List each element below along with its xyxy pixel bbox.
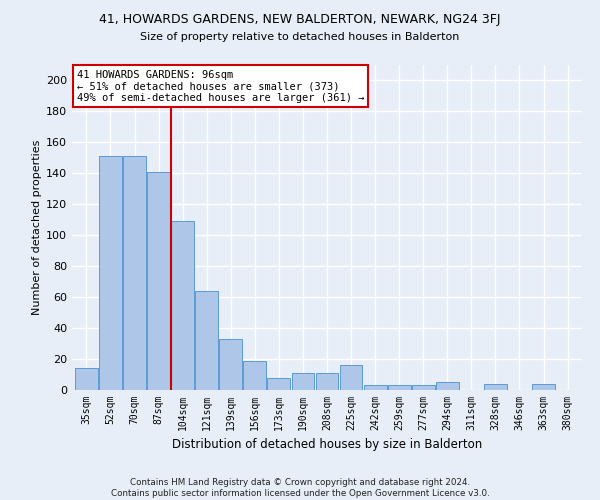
Bar	[147, 172, 170, 390]
Bar	[75, 368, 98, 390]
Bar	[292, 373, 314, 390]
Bar	[220, 339, 242, 390]
Bar	[195, 291, 218, 390]
Bar	[484, 384, 507, 390]
Text: Size of property relative to detached houses in Balderton: Size of property relative to detached ho…	[140, 32, 460, 42]
Text: 41 HOWARDS GARDENS: 96sqm
← 51% of detached houses are smaller (373)
49% of semi: 41 HOWARDS GARDENS: 96sqm ← 51% of detac…	[77, 70, 364, 103]
Text: 41, HOWARDS GARDENS, NEW BALDERTON, NEWARK, NG24 3FJ: 41, HOWARDS GARDENS, NEW BALDERTON, NEWA…	[99, 12, 501, 26]
Bar	[412, 386, 434, 390]
Bar	[436, 382, 459, 390]
Bar	[244, 360, 266, 390]
Bar	[171, 222, 194, 390]
Bar	[268, 378, 290, 390]
Bar	[364, 386, 386, 390]
Bar	[388, 386, 410, 390]
Bar	[532, 384, 555, 390]
Text: Contains HM Land Registry data © Crown copyright and database right 2024.
Contai: Contains HM Land Registry data © Crown c…	[110, 478, 490, 498]
Bar	[123, 156, 146, 390]
Y-axis label: Number of detached properties: Number of detached properties	[32, 140, 42, 315]
X-axis label: Distribution of detached houses by size in Balderton: Distribution of detached houses by size …	[172, 438, 482, 452]
Bar	[99, 156, 122, 390]
Bar	[340, 365, 362, 390]
Bar	[316, 373, 338, 390]
